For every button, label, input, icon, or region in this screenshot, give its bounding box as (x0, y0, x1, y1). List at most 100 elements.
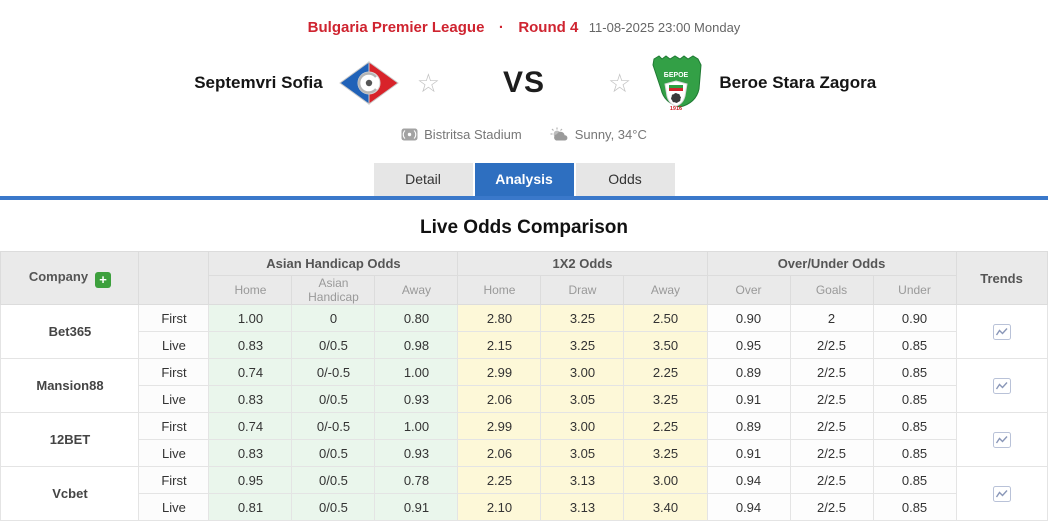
tab-detail[interactable]: Detail (373, 163, 473, 196)
odds-cell: 0.74 (208, 412, 293, 440)
odds-cell: 2/2.5 (789, 466, 874, 494)
odds-cell: 0.81 (208, 493, 293, 521)
tabs-bar: Detail Analysis Odds (0, 163, 1048, 200)
odds-cell: 0 (291, 304, 376, 332)
add-company-button[interactable]: + (95, 271, 112, 288)
stadium-icon (401, 128, 418, 140)
home-team: Septemvri Sofia ☆ (19, 60, 444, 106)
weather-info: Sunny, 34°C (550, 127, 647, 142)
asian-handicap-group-header: Asian Handicap Odds (208, 251, 459, 276)
odds-cell: 0/0.5 (291, 331, 376, 359)
odds-cell: 2.25 (623, 358, 708, 386)
odds-cell: 2.50 (623, 304, 708, 332)
away-team: ☆ БЕРОЕ 1916 Beroe Stara Zagora (604, 55, 1029, 111)
away-badge-text: БЕРОЕ (664, 72, 689, 79)
odds-cell: 0.93 (374, 385, 459, 413)
odds-cell: 0.85 (872, 358, 957, 386)
odds-cell: 0.94 (706, 466, 791, 494)
vs-label: VS (502, 66, 546, 99)
1x2-home-header: Home (457, 275, 542, 305)
odds-cell: 0.83 (208, 439, 293, 467)
odds-cell: 0.80 (374, 304, 459, 332)
odds-cell: 0/0.5 (291, 466, 376, 494)
odds-cell: 3.40 (623, 493, 708, 521)
odds-cell: 0.85 (872, 412, 957, 440)
odds-cell: 0/-0.5 (291, 358, 376, 386)
odds-cell: 3.50 (623, 331, 708, 359)
trend-chart-icon[interactable] (992, 377, 1011, 394)
odds-cell: 2.10 (457, 493, 542, 521)
company-name: Vcbet (0, 466, 140, 521)
match-datetime: 11-08-2025 23:00 Monday (588, 20, 741, 35)
odds-cell: 0/-0.5 (291, 412, 376, 440)
trend-chart-icon[interactable] (992, 485, 1011, 502)
company-name: Bet365 (0, 304, 140, 359)
odds-cell: 0.94 (706, 493, 791, 521)
odds-cell: 1.00 (374, 358, 459, 386)
table-row: Vcbet First 0.95 0/0.5 0.78 2.25 3.13 3.00 0.94 2… (0, 466, 1048, 521)
odds-cell: 3.13 (540, 466, 625, 494)
odds-cell: 0.85 (872, 493, 957, 521)
odds-cell: 3.25 (623, 439, 708, 467)
odds-cell: 3.05 (540, 439, 625, 467)
table-row: Live 0.83 0/0.5 0.98 2.15 3.25 3.50 0.95 2/2.5 0.… (1, 331, 1047, 359)
weather-text: Sunny, 34°C (574, 126, 647, 142)
stadium-name: Bistritsa Stadium (424, 126, 522, 142)
odds-cell: 3.00 (540, 358, 625, 386)
odds-cell: 0.85 (872, 439, 957, 467)
live-odds-table: Company + Asian Handicap Odds 1X2 Odds Ov… (0, 251, 1048, 521)
tab-odds[interactable]: Odds (575, 163, 675, 196)
home-favorite-star-icon[interactable]: ☆ (416, 68, 440, 98)
company-name: 12BET (0, 412, 140, 467)
odds-cell: 0.85 (872, 466, 957, 494)
row-type-label: Live (138, 331, 210, 359)
odds-cell: 0.90 (706, 304, 791, 332)
odds-cell: 2/2.5 (789, 331, 874, 359)
odds-cell: 0.95 (706, 331, 791, 359)
ah-home-header: Home (208, 275, 293, 305)
trend-chart-icon[interactable] (992, 431, 1011, 448)
odds-cell: 0.74 (208, 358, 293, 386)
odds-cell: 3.00 (540, 412, 625, 440)
odds-cell: 0.85 (872, 331, 957, 359)
1x2-away-header: Away (623, 275, 708, 305)
stadium-info: Bistritsa Stadium (401, 127, 522, 142)
table-row: Live 0.83 0/0.5 0.93 2.06 3.05 3.25 0.91 2/2.5 0.… (1, 439, 1047, 467)
odds-cell: 1.00 (208, 304, 293, 332)
1x2-group-header: 1X2 Odds (457, 251, 708, 276)
odds-cell: 0.95 (208, 466, 293, 494)
odds-cell: 2.80 (457, 304, 542, 332)
row-type-label: Live (138, 439, 210, 467)
odds-cell: 2/2.5 (789, 439, 874, 467)
company-column-header: Company + (0, 251, 140, 305)
trends-cell (955, 358, 1048, 413)
odds-cell: 0/0.5 (291, 439, 376, 467)
trend-chart-icon[interactable] (992, 323, 1011, 340)
company-header-label: Company (28, 268, 89, 284)
odds-cell: 0/0.5 (291, 385, 376, 413)
odds-cell: 3.25 (540, 331, 625, 359)
ou-under-header: Under (872, 275, 957, 305)
odds-cell: 0.83 (208, 331, 293, 359)
odds-cell: 2/2.5 (789, 385, 874, 413)
away-team-logo: БЕРОЕ 1916 (652, 55, 702, 111)
row-type-column-header (138, 251, 210, 305)
home-team-name[interactable]: Septemvri Sofia (194, 73, 323, 92)
table-row: 12BET First 0.74 0/-0.5 1.00 2.99 3.00 2.25 0.89… (0, 412, 1048, 467)
tab-analysis[interactable]: Analysis (474, 163, 574, 196)
odds-table-body: Bet365 First 1.00 0 0.80 2.80 3.25 2.50 0.90 2 0.9… (0, 304, 1048, 521)
odds-cell: 0.85 (872, 385, 957, 413)
odds-cell: 2.06 (457, 439, 542, 467)
odds-cell: 0.91 (374, 493, 459, 521)
league-name[interactable]: Bulgaria Premier League (307, 19, 485, 36)
away-team-name[interactable]: Beroe Stara Zagora (719, 73, 877, 92)
odds-cell: 2.99 (457, 358, 542, 386)
away-favorite-star-icon[interactable]: ☆ (608, 68, 632, 98)
table-row: Bet365 First 1.00 0 0.80 2.80 3.25 2.50 0.90 2 0.9… (0, 304, 1048, 359)
odds-cell: 2.25 (623, 412, 708, 440)
row-type-label: First (138, 358, 210, 386)
ah-handicap-header: Asian Handicap (291, 275, 376, 305)
over-under-group-header: Over/Under Odds (706, 251, 957, 276)
ah-away-header: Away (374, 275, 459, 305)
